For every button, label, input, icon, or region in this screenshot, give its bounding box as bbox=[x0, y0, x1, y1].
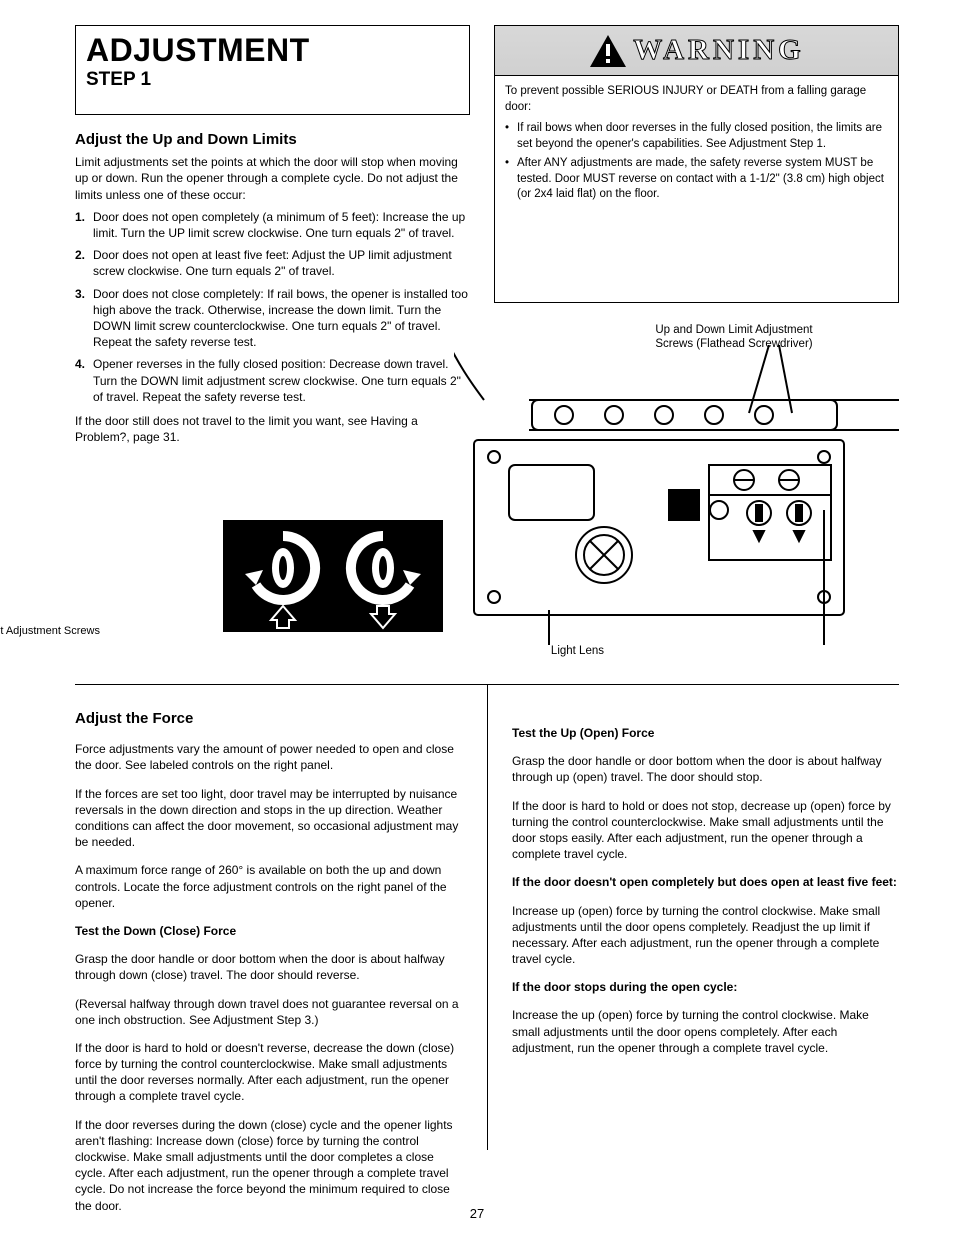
warning-label: WARNING bbox=[633, 34, 804, 67]
open-force-case2-body: Increase the up (open) force by turning … bbox=[512, 1007, 899, 1056]
warning-bullet-1: If rail bows when door reverses in the f… bbox=[517, 121, 888, 152]
open-force-case1-body: Increase up (open) force by turning the … bbox=[512, 903, 899, 968]
close-force-body-1: Grasp the door handle or door bottom whe… bbox=[75, 951, 463, 983]
force-intro-3: A maximum force range of 260° is availab… bbox=[75, 862, 463, 911]
section-step: STEP 1 bbox=[86, 69, 459, 91]
page-number: 27 bbox=[0, 1206, 954, 1221]
open-force-case1-heading: If the door doesn't open completely but … bbox=[512, 874, 899, 890]
warning-box: WARNING To prevent possible SERIOUS INJU… bbox=[494, 25, 899, 303]
close-force-case-1: If the door reverses during the down (cl… bbox=[75, 1117, 463, 1214]
force-title: Adjust the Force bbox=[75, 709, 463, 729]
warning-triangle-icon bbox=[588, 33, 628, 69]
force-left-column: Adjust the Force Force adjustments vary … bbox=[75, 685, 487, 1150]
limits-intro: Limit adjustments set the points at whic… bbox=[75, 154, 470, 203]
limits-title: Adjust the Up and Down Limits bbox=[75, 130, 470, 150]
open-force-case2-heading: If the door stops during the open cycle: bbox=[512, 979, 899, 995]
close-force-note: (Reversal halfway through down travel do… bbox=[75, 996, 463, 1028]
close-force-body-2: If the door is hard to hold or doesn't r… bbox=[75, 1040, 463, 1105]
open-force-body-2: If the door is hard to hold or does not … bbox=[512, 798, 899, 863]
limits-scenario-4: Opener reverses in the fully closed posi… bbox=[93, 356, 470, 405]
warning-bullet-2: After ANY adjustments are made, the safe… bbox=[517, 156, 888, 203]
force-intro-1: Force adjustments vary the amount of pow… bbox=[75, 741, 463, 773]
close-force-heading: Test the Down (Close) Force bbox=[75, 923, 463, 939]
section-header-box: ADJUSTMENT STEP 1 bbox=[75, 25, 470, 115]
section-number: ADJUSTMENT bbox=[86, 32, 459, 69]
limits-footnote: If the door still does not travel to the… bbox=[75, 413, 470, 445]
limits-scenario-3: Door does not close completely: If rail … bbox=[93, 286, 470, 351]
knob-strip-graphic bbox=[223, 520, 443, 632]
warning-intro: To prevent possible SERIOUS INJURY or DE… bbox=[505, 84, 888, 115]
knob-strip-caption: Limit Adjustment Screws bbox=[0, 625, 100, 639]
limits-adjust-column: Adjust the Up and Down Limits Limit adju… bbox=[75, 130, 470, 445]
force-intro-2: If the forces are set too light, door tr… bbox=[75, 786, 463, 851]
open-force-body-1: Grasp the door handle or door bottom whe… bbox=[512, 753, 899, 785]
device-caption-lens: Light Lens bbox=[551, 645, 604, 657]
opener-device-diagram bbox=[454, 345, 929, 645]
limits-scenario-1: Door does not open completely (a minimum… bbox=[93, 209, 470, 241]
force-right-column: Test the Up (Open) Force Grasp the door … bbox=[487, 685, 899, 1150]
limits-scenario-2: Door does not open at least five feet: A… bbox=[93, 247, 470, 279]
open-force-heading: Test the Up (Open) Force bbox=[512, 725, 899, 741]
